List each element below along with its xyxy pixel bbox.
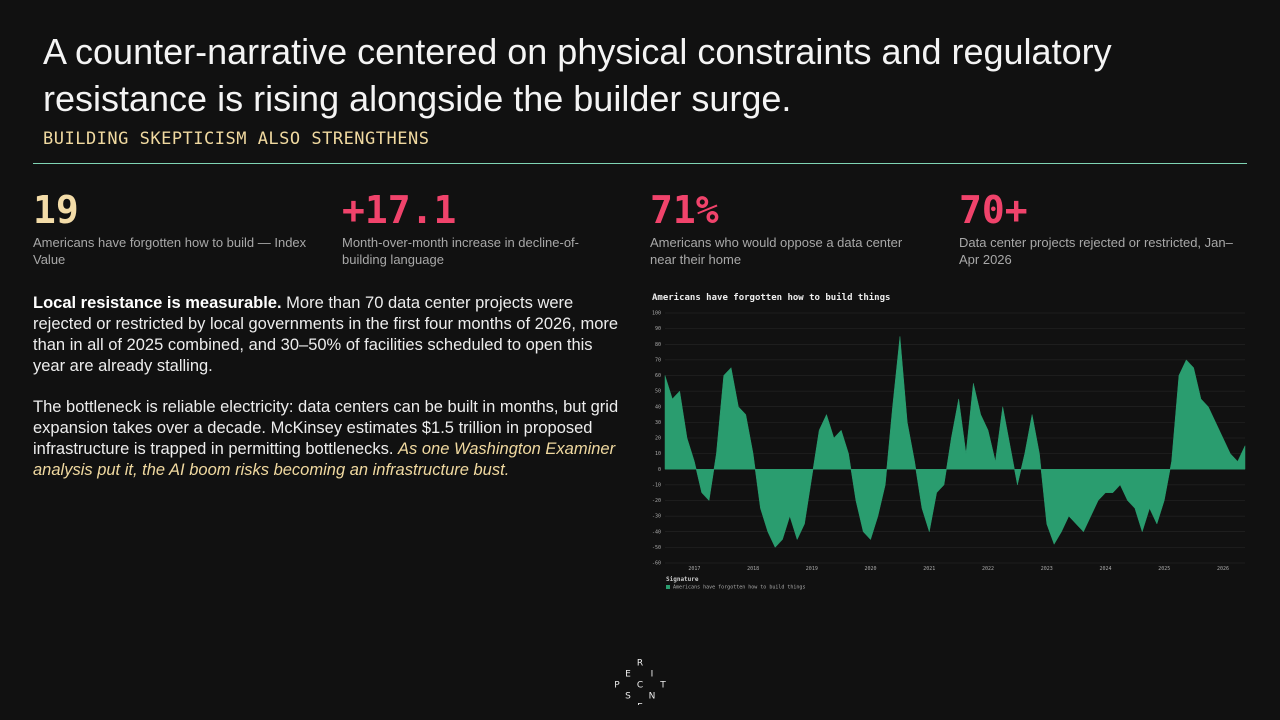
y-tick-label: 40 (655, 404, 661, 410)
y-tick-label: 60 (655, 373, 661, 379)
stat: 19 Americans have forgotten how to build … (33, 188, 313, 268)
logo-letter: P (614, 681, 620, 691)
x-tick-label: 2017 (688, 566, 700, 572)
stat-label: Americans who would oppose a data center… (650, 235, 903, 267)
y-tick-label: 70 (655, 357, 661, 363)
stat-label: Month-over-month increase in decline-of-… (342, 235, 579, 267)
x-tick-label: 2019 (806, 566, 818, 572)
x-tick-label: 2020 (865, 566, 877, 572)
y-tick-label: -60 (652, 561, 661, 567)
stat-value: 71% (650, 188, 719, 232)
y-tick-label: -20 (652, 498, 661, 504)
lead: Local resistance is measurable. (33, 294, 282, 312)
y-tick-label: 50 (655, 389, 661, 395)
y-tick-label: 10 (655, 451, 661, 457)
x-tick-label: 2022 (982, 566, 994, 572)
chart: Americans have forgotten how to build th… (652, 292, 1246, 591)
y-tick-label: -30 (652, 514, 661, 520)
legend-swatch (666, 585, 670, 589)
logo: R E I P C T S N E (614, 659, 666, 706)
stat: 70+ Data center projects rejected or rest… (959, 188, 1239, 268)
quote: As one Washington Examiner analysis put … (33, 440, 616, 479)
y-tick-label: 90 (655, 326, 661, 332)
stat-value: 19 (33, 188, 79, 232)
y-tick-label: 100 (652, 311, 661, 317)
logo-letter: E (637, 703, 643, 706)
logo-letter: I (651, 670, 654, 680)
y-tick-label: -40 (652, 529, 661, 535)
y-tick-label: 20 (655, 436, 661, 442)
stat-label: Americans have forgotten how to build — … (33, 235, 307, 267)
subtitle: BUILDING SKEPTICISM ALSO STRENGTHENS (43, 129, 430, 149)
logo-letter: E (625, 670, 631, 680)
stat-value: +17.1 (342, 188, 457, 232)
x-tick-label: 2018 (747, 566, 759, 572)
text: The bottleneck is reliable electricity: … (33, 398, 619, 458)
x-tick-label: 2025 (1158, 566, 1170, 572)
x-tick-label: 2026 (1217, 566, 1229, 572)
stat: +17.1 Month-over-month increase in declin… (342, 188, 622, 268)
x-tick-label: 2021 (923, 566, 935, 572)
logo-letter: N (649, 692, 656, 702)
paragraph: Local resistance is measurable. More tha… (33, 293, 623, 377)
divider (33, 163, 1247, 164)
y-tick-label: -10 (652, 482, 661, 488)
stat-label: Data center projects rejected or restric… (959, 235, 1233, 267)
area (664, 336, 1246, 548)
title: A counter-narrative centered on physical… (43, 31, 1112, 119)
x-tick-label: 2024 (1099, 566, 1111, 572)
logo-letter: C (637, 681, 643, 691)
stat-value: 70+ (959, 188, 1028, 232)
logo-letter: S (625, 692, 631, 702)
legend-label: Americans have forgotten how to build th… (673, 585, 805, 591)
y-tick-label: 80 (655, 342, 661, 348)
y-tick-label: -50 (652, 545, 661, 551)
y-tick-label: 0 (658, 467, 661, 473)
x-tick-label: 2023 (1041, 566, 1053, 572)
stat: 71% Americans who would oppose a data cen… (650, 188, 930, 268)
text: More than 70 data center projects were r… (33, 294, 619, 375)
logo-letter: T (659, 681, 666, 691)
y-tick-label: 30 (655, 420, 661, 426)
logo-letter: R (637, 659, 643, 669)
paragraph: The bottleneck is reliable electricity: … (33, 397, 623, 481)
chart-title: Americans have forgotten how to build th… (652, 292, 890, 303)
legend-title: Signature (666, 576, 699, 583)
